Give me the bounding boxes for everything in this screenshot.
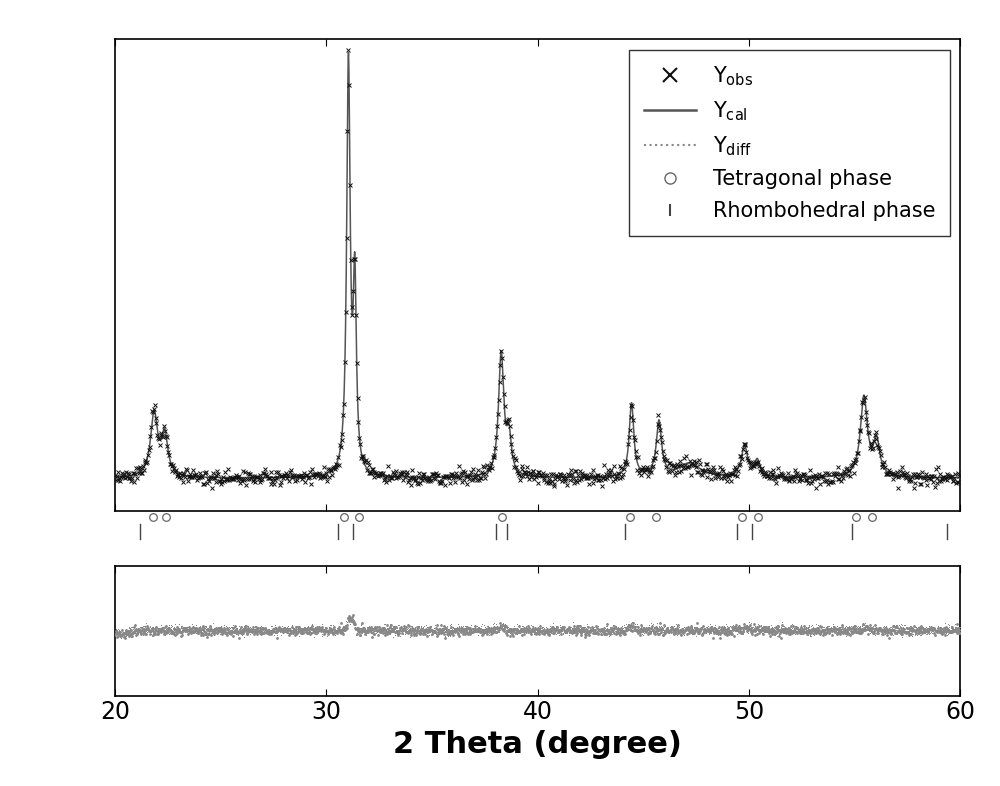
Legend: Y$_\mathregular{obs}$, Y$_\mathregular{cal}$, Y$_\mathregular{diff}$, Tetragonal: Y$_\mathregular{obs}$, Y$_\mathregular{c… — [629, 50, 950, 236]
X-axis label: 2 Theta (degree): 2 Theta (degree) — [393, 730, 682, 759]
